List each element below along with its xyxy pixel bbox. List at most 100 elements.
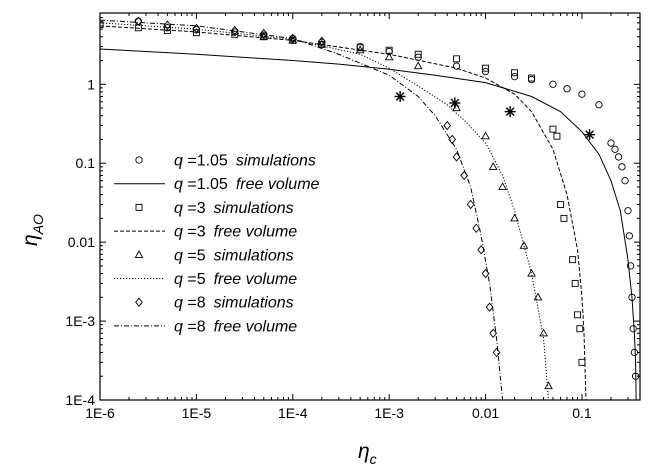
data-point-circle <box>607 139 615 147</box>
legend-kind: simulations <box>214 247 294 264</box>
data-point-circle <box>578 90 586 98</box>
data-point-circle <box>625 232 633 240</box>
legend-kind: simulations <box>236 153 316 170</box>
data-point-triangle <box>498 182 507 191</box>
data-point-circle <box>595 101 603 109</box>
legend-label: q =5 simulations <box>174 247 294 264</box>
data-point-diamond <box>489 328 498 339</box>
data-point-diamond <box>485 302 494 312</box>
data-point-diamond <box>492 347 501 358</box>
legend-entry: q =1.05 simulations <box>135 153 316 170</box>
data-point-diamond <box>192 23 201 34</box>
data-point-triangle <box>384 52 394 61</box>
legend-marker-swatch <box>135 297 143 307</box>
data-point-triangle <box>413 61 423 70</box>
legend-entry: q =5 free volume <box>114 271 297 288</box>
legend-kind: simulations <box>214 200 294 217</box>
legend-q-value: =3 <box>187 224 205 241</box>
data-point-square <box>553 132 561 140</box>
legend-label: q =8 simulations <box>174 295 294 312</box>
legend-q: q <box>174 153 187 170</box>
y-tick-label: 0.1 <box>76 155 96 171</box>
legend-q-value: =1.05 <box>187 176 228 193</box>
legend-kind: free volume <box>214 271 298 288</box>
data-point-circle <box>629 325 637 333</box>
data-point-triangle <box>544 381 553 390</box>
data-point-square <box>549 125 557 133</box>
data-point-triangle <box>488 162 498 170</box>
legend-q-value: =8 <box>187 295 205 312</box>
data-point-circle <box>627 262 635 270</box>
legend-q-value: =5 <box>187 247 205 264</box>
x-tick-label: 0.01 <box>472 405 499 421</box>
legend-entry: q =8 simulations <box>135 295 294 312</box>
data-point-circle <box>452 62 461 70</box>
data-point-triangle <box>539 328 548 337</box>
data-point-triangle <box>519 241 529 249</box>
data-point-asterisk <box>449 97 461 109</box>
legend-q: q <box>174 271 187 288</box>
data-point-square <box>511 69 519 77</box>
data-point-square <box>571 279 579 287</box>
data-point-square <box>578 358 586 366</box>
data-point-square <box>557 201 565 208</box>
legend-q: q <box>174 200 187 217</box>
y-axis-title: ηAO <box>19 214 46 246</box>
y-tick-label: 1E-3 <box>65 313 95 329</box>
legend-kind: simulations <box>214 295 294 312</box>
data-point-circle <box>621 177 629 185</box>
data-point-square <box>560 214 568 222</box>
data-point-square <box>231 30 239 38</box>
legend-entry: q =1.05 free volume <box>114 176 320 193</box>
series-line-1 <box>100 48 637 400</box>
y-axis-title-main: η <box>19 234 42 246</box>
data-point-asterisk <box>504 106 516 118</box>
y-tick-label: 1E-4 <box>65 392 95 408</box>
data-point-circle <box>527 75 536 84</box>
legend-kind: free volume <box>236 176 320 193</box>
series-points-4 <box>259 32 553 390</box>
data-point-square <box>163 27 171 34</box>
data-point-circle <box>614 153 623 161</box>
data-point-asterisk <box>394 91 406 103</box>
series-line-5 <box>100 22 550 400</box>
x-axis-title: ηc <box>358 440 377 467</box>
legend-marker-swatch <box>135 156 143 164</box>
data-point-diamond <box>448 134 457 145</box>
series-points-6 <box>134 16 501 358</box>
legend-q: q <box>174 176 187 193</box>
legend-entry: q =5 simulations <box>134 247 294 264</box>
legend-q-value: =8 <box>187 318 205 335</box>
legend-entry: q =3 simulations <box>135 200 294 217</box>
legend-label: q =3 free volume <box>174 224 297 241</box>
data-point-circle <box>134 17 143 25</box>
legend-entry: q =8 free volume <box>114 318 297 335</box>
data-point-diamond <box>288 33 297 44</box>
legend-label: q =5 free volume <box>174 271 297 288</box>
data-point-square <box>482 64 490 72</box>
x-axis-title-sub: c <box>370 451 377 467</box>
x-tick-label: 0.1 <box>572 405 592 421</box>
data-point-asterisk <box>584 129 596 141</box>
legend-kind: free volume <box>214 318 298 335</box>
y-axis-title-sub: AO <box>30 214 46 235</box>
x-tick-label: 1E-4 <box>278 405 308 421</box>
data-point-diamond <box>259 28 268 39</box>
legend-q: q <box>174 295 187 312</box>
plot-frame <box>99 12 641 401</box>
data-point-circle <box>510 72 519 81</box>
data-point-diamond <box>460 170 469 181</box>
legend-q-value: =5 <box>187 271 205 288</box>
legend-label: q =1.05 simulations <box>174 153 316 170</box>
x-tick-label: 1E-3 <box>374 405 404 421</box>
data-point-diamond <box>317 36 326 47</box>
data-point-square <box>576 325 584 333</box>
data-point-diamond <box>230 25 239 36</box>
x-axis-title-main: η <box>358 440 370 463</box>
data-point-triangle <box>481 131 490 140</box>
data-point-diamond <box>481 268 490 279</box>
data-point-circle <box>549 80 557 88</box>
legend-label: q =8 free volume <box>174 318 297 335</box>
